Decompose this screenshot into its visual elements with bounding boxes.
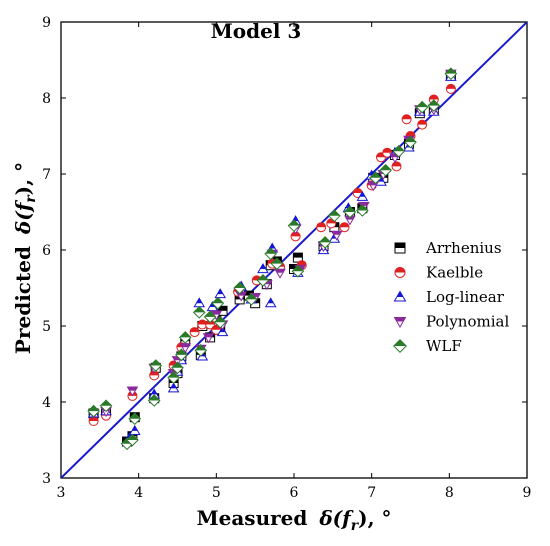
y-axis-label-symbol: δ(f xyxy=(11,199,35,235)
y-axis-label: Predicted δ(fr), ° xyxy=(11,162,39,354)
point-wlf xyxy=(211,296,225,310)
point-kaelble xyxy=(197,319,208,330)
legend-label-wlf: WLF xyxy=(426,337,462,355)
legend-marker-wlf xyxy=(393,339,407,353)
y-tick-label: 7 xyxy=(42,167,51,183)
point-wlf xyxy=(203,310,217,324)
y-tick-label: 5 xyxy=(42,319,51,335)
reference-line xyxy=(61,22,527,478)
point-kaelble xyxy=(339,222,350,233)
point-wlf xyxy=(126,433,139,447)
legend-label-arrhenius: Arrhenius xyxy=(425,239,502,257)
point-log-linear xyxy=(257,263,269,274)
point-log-linear xyxy=(214,288,227,299)
point-wlf xyxy=(264,247,278,261)
point-wlf xyxy=(167,371,180,385)
point-wlf xyxy=(444,67,458,81)
point-kaelble xyxy=(316,222,327,233)
y-axis-label-subscript: r xyxy=(23,194,39,203)
x-axis-label-subscript: r xyxy=(351,518,360,534)
point-wlf xyxy=(178,331,192,344)
x-tick-label: 7 xyxy=(367,485,376,501)
x-tick-label: 6 xyxy=(290,485,299,501)
point-polynomial xyxy=(330,230,343,241)
legend-marker-arrhenius xyxy=(394,242,406,254)
point-wlf xyxy=(343,205,357,219)
x-axis-label-tail: ), ° xyxy=(358,506,391,530)
point-wlf xyxy=(194,343,208,357)
point-wlf xyxy=(256,274,270,287)
legend-label-log-linear: Log-linear xyxy=(426,288,505,306)
point-wlf xyxy=(291,264,305,278)
point-wlf xyxy=(427,99,441,112)
x-tick-label: 8 xyxy=(445,485,454,501)
legend-marker-log-linear xyxy=(393,290,407,302)
y-tick-label: 9 xyxy=(42,15,51,31)
point-wlf xyxy=(328,209,341,223)
point-kaelble xyxy=(445,83,456,94)
legend-marker-polynomial xyxy=(393,317,407,328)
x-axis-label: Measured δ(fr), ° xyxy=(196,506,391,534)
point-wlf xyxy=(147,394,161,407)
point-wlf xyxy=(171,361,184,375)
axis-ticks: 3 4 5 6 7 8 9 3 4 5 6 7 8 9 xyxy=(42,15,531,501)
point-wlf xyxy=(270,257,284,271)
point-wlf xyxy=(318,236,332,249)
point-wlf xyxy=(287,219,301,233)
point-wlf xyxy=(213,315,227,329)
chart-title: Model 3 xyxy=(211,19,302,43)
point-log-linear xyxy=(167,382,180,393)
reference-line-group xyxy=(61,22,527,478)
y-axis-label-tail: ), ° xyxy=(11,162,35,195)
legend: Arrhenius Kaelble Log-linear Polynomial WLF xyxy=(393,239,509,355)
point-wlf xyxy=(87,404,100,418)
point-wlf xyxy=(175,348,188,362)
y-tick-label: 3 xyxy=(42,471,51,487)
point-polynomial xyxy=(202,333,215,344)
point-wlf xyxy=(233,281,246,295)
point-kaelble xyxy=(189,327,200,338)
point-kaelble xyxy=(417,119,428,130)
point-wlf xyxy=(404,135,417,149)
point-wlf xyxy=(192,305,206,319)
point-wlf xyxy=(128,412,142,426)
y-tick-label: 8 xyxy=(42,91,51,107)
legend-label-kaelble: Kaelble xyxy=(426,264,483,282)
x-axis-label-main: Measured xyxy=(196,506,307,530)
point-wlf xyxy=(379,163,392,177)
point-wlf xyxy=(244,293,258,306)
point-wlf xyxy=(369,171,382,185)
point-wlf xyxy=(356,204,369,217)
point-kaelble xyxy=(401,114,412,125)
point-log-linear xyxy=(264,297,277,308)
x-tick-label: 9 xyxy=(523,485,532,501)
data-points xyxy=(87,67,458,451)
x-axis-label-symbol: δ(f xyxy=(318,506,354,530)
x-tick-label: 4 xyxy=(134,485,143,501)
point-log-linear xyxy=(128,424,141,435)
point-kaelble xyxy=(391,161,402,172)
point-wlf xyxy=(99,399,113,413)
point-wlf xyxy=(415,100,429,114)
y-axis-label-main: Predicted xyxy=(11,246,35,354)
legend-label-polynomial: Polynomial xyxy=(426,313,509,331)
point-polynomial xyxy=(126,386,139,397)
point-wlf xyxy=(392,144,406,158)
y-tick-label: 4 xyxy=(42,395,51,411)
x-tick-label: 5 xyxy=(212,485,221,501)
y-tick-label: 6 xyxy=(42,243,51,259)
x-tick-label: 3 xyxy=(57,485,66,501)
point-wlf xyxy=(149,359,163,372)
point-polynomial xyxy=(274,268,286,279)
legend-marker-kaelble xyxy=(394,267,406,278)
point-log-linear xyxy=(356,190,369,201)
